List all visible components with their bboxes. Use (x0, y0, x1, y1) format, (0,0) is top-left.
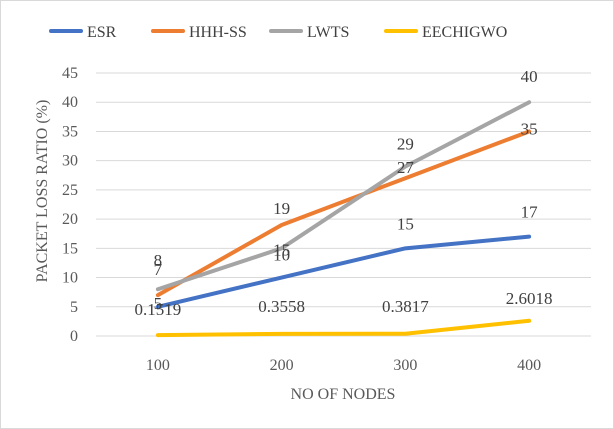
data-label-extra: 10 (273, 246, 290, 265)
data-label-lwts: 29 (397, 135, 414, 154)
data-label-hhh-ss: 19 (273, 199, 290, 218)
y-tick-label: 45 (62, 65, 78, 82)
data-label-eechigwo: 2.6018 (506, 289, 553, 308)
data-label-hhh-ss: 27 (397, 158, 415, 177)
legend: ESR HHH-SS LWTS EECHIGWO (49, 24, 507, 41)
y-tick-label: 5 (70, 299, 78, 316)
legend-label: ESR (87, 24, 117, 41)
data-label-hhh-ss: 35 (521, 119, 538, 138)
x-tick-label: 400 (517, 357, 541, 374)
legend-label: HHH-SS (189, 24, 247, 41)
y-tick-label: 35 (62, 123, 78, 140)
y-tick-label: 0 (70, 328, 78, 345)
y-tick-label: 10 (62, 270, 78, 287)
x-tick-label: 300 (393, 357, 417, 374)
legend-label: EECHIGWO (422, 24, 507, 41)
data-label-lwts: 15 (273, 240, 290, 259)
legend-label: LWTS (307, 24, 349, 41)
data-label-lwts: 8 (154, 251, 163, 270)
series-line-esr (155, 234, 532, 309)
x-tick-label: 100 (146, 357, 170, 374)
series-line-eechigwo (155, 318, 532, 338)
x-tick-label: 200 (270, 357, 294, 374)
data-label-esr: 5 (154, 294, 163, 313)
data-label-esr: 17 (521, 203, 539, 222)
y-tick-label: 40 (62, 94, 78, 111)
data-labels: 5 15 17 7 19 27 35 8 15 29 40 0.1519 0.3558 0.3817 2.6… (135, 67, 553, 319)
data-label-eechigwo: 0.1519 (135, 300, 182, 319)
data-label-hhh-ss: 7 (154, 260, 163, 279)
y-tick-label: 15 (62, 240, 78, 257)
x-axis-title: NO OF NODES (291, 386, 396, 403)
gridlines (96, 72, 591, 337)
data-label-eechigwo: 0.3817 (382, 297, 429, 316)
y-tick-label: 20 (62, 211, 78, 228)
y-axis-title: PACKET LOSS RATIO (%) (34, 100, 51, 283)
y-tick-label: 25 (62, 182, 78, 199)
data-label-eechigwo: 0.3558 (258, 297, 305, 316)
data-label-lwts: 40 (521, 67, 538, 86)
series-lines (155, 100, 532, 338)
y-tick-label: 30 (62, 153, 78, 170)
data-label-esr: 15 (397, 214, 414, 233)
series-line-lwts (155, 100, 532, 292)
series-line-hhh-ss (155, 129, 532, 298)
